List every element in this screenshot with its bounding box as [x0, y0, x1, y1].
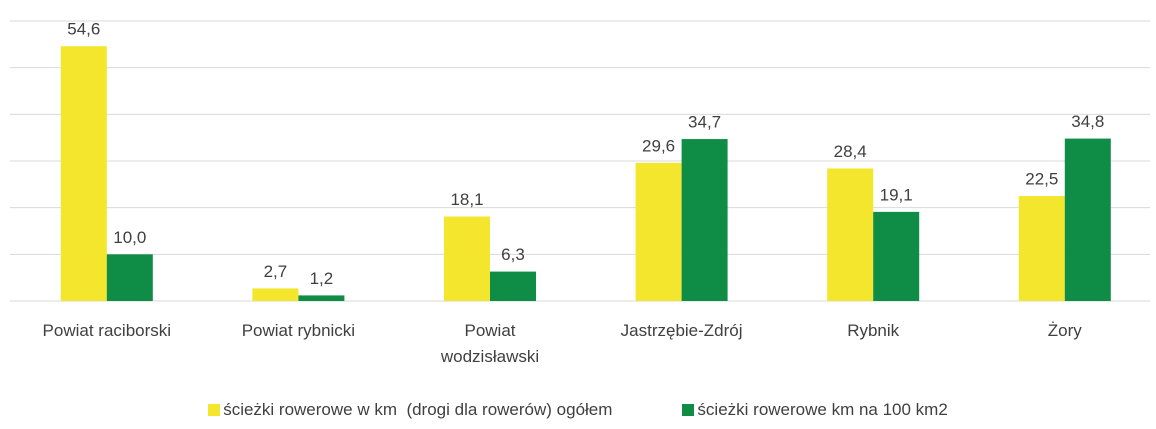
x-tick-label: Jastrzębie-Zdrój — [620, 321, 743, 340]
bar — [298, 295, 345, 301]
data-label: 10,0 — [113, 228, 146, 247]
legend-label: ścieżki rowerowe w km (drogi dla rowerów… — [223, 400, 613, 419]
bar — [1064, 138, 1111, 301]
bar — [873, 211, 920, 301]
x-tick-label: Powiat rybnicki — [241, 321, 356, 340]
bar — [444, 216, 490, 301]
bar — [490, 271, 536, 301]
data-label: 1,2 — [310, 269, 334, 288]
data-label: 22,5 — [1025, 169, 1058, 188]
data-label: 34,8 — [1071, 112, 1104, 131]
x-tick-label: Powiat wodzisławski — [440, 321, 540, 366]
x-tick-label: Powiat raciborski — [42, 321, 172, 340]
data-label: 2,7 — [264, 262, 288, 281]
bar — [60, 46, 107, 302]
legend-label: ścieżki rowerowe km na 100 km2 — [697, 400, 948, 419]
data-label: 28,4 — [834, 142, 867, 161]
legend-swatch — [682, 404, 695, 416]
legend: ścieżki rowerowe w km (drogi dla rowerów… — [0, 400, 1156, 420]
legend-swatch — [208, 404, 221, 416]
data-label: 34,7 — [688, 113, 721, 132]
bar — [827, 168, 874, 301]
bar — [681, 139, 728, 301]
data-label: 19,1 — [880, 185, 913, 204]
bar — [252, 288, 299, 301]
bar — [635, 162, 682, 301]
legend-item: ścieżki rowerowe w km (drogi dla rowerów… — [208, 400, 612, 420]
bar — [106, 254, 153, 301]
data-label: 29,6 — [642, 136, 675, 155]
data-label: 18,1 — [450, 190, 483, 209]
x-tick-label: Żory — [1047, 321, 1082, 340]
bar — [1018, 196, 1065, 301]
data-label: 54,6 — [67, 20, 100, 39]
x-tick-label: Rybnik — [847, 321, 900, 340]
data-label: 6,3 — [501, 245, 525, 264]
legend-item: ścieżki rowerowe km na 100 km2 — [682, 400, 948, 420]
